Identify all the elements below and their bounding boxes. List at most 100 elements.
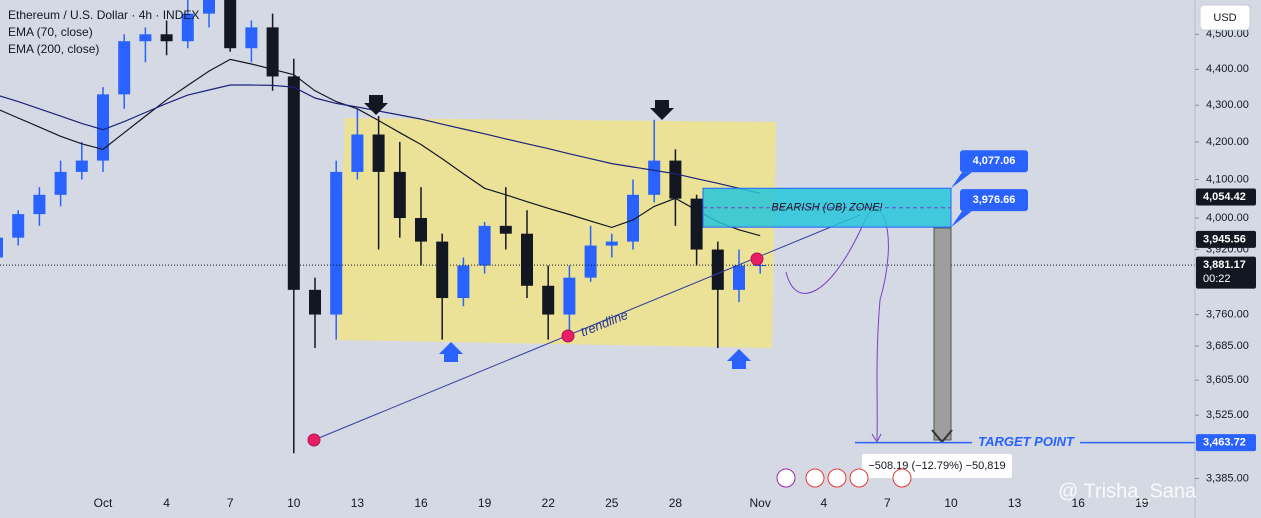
candle-body [203, 0, 215, 14]
price-tag [1196, 230, 1256, 248]
candle-body [54, 171, 67, 195]
candle-body [287, 76, 300, 290]
zone-callout-label: 3,976.66 [973, 194, 1016, 206]
ob-zone-label: BEARISH (OB) ZONE! [771, 202, 882, 214]
event-icon [849, 468, 869, 488]
candle-body [75, 160, 88, 172]
zone-callout-pointer [951, 211, 972, 228]
candle-body [754, 265, 767, 267]
candle-body [733, 265, 745, 290]
candle-body [605, 241, 618, 246]
currency-label[interactable]: USD [1213, 12, 1236, 24]
ema-line [0, 58, 761, 237]
event-icon [892, 468, 912, 488]
candle-body [563, 277, 576, 315]
candle-body [118, 41, 131, 95]
price-tag [1196, 434, 1256, 452]
candle-body [478, 225, 491, 266]
x-tick-label: 25 [605, 496, 619, 510]
target-label: TARGET POINT [978, 434, 1075, 449]
legend-entry: EMA (70, close) [8, 25, 93, 39]
chart-title: Ethereum / U.S. Dollar · 4h · INDEX [8, 8, 199, 22]
price-tag-label: 3,945.56 [1203, 233, 1246, 245]
event-icons [776, 468, 912, 488]
price-tag-label: 3,881.17 [1203, 259, 1246, 271]
candle-body [12, 214, 25, 238]
zone-callout [960, 189, 1028, 212]
candle-body [33, 194, 46, 215]
up-arrow [727, 349, 751, 369]
x-tick-label: 7 [227, 496, 234, 510]
x-tick-label: 7 [884, 496, 891, 510]
x-tick-label: 19 [1135, 496, 1149, 510]
candle-body [627, 194, 639, 242]
zone-callout [960, 150, 1028, 173]
y-tick-label: 3,385.00 [1206, 472, 1249, 484]
touch-point [561, 329, 575, 343]
zone-callout-pointer [951, 172, 972, 189]
y-tick-label: 3,685.00 [1206, 340, 1249, 352]
candle-body [457, 265, 470, 299]
drawings [337, 118, 776, 348]
y-tick-label: 4,100.00 [1206, 173, 1249, 185]
touch-point [307, 433, 321, 447]
down-arrow [650, 100, 674, 120]
candle-body [0, 237, 3, 258]
y-tick-label: 3,760.00 [1206, 308, 1249, 320]
y-tick-label: 4,400.00 [1206, 63, 1249, 75]
x-tick-label: 4 [163, 496, 170, 510]
overlays: −508.19 (−12.79%) −50,819 trendline BEAR… [307, 95, 1195, 488]
countdown: 00:22 [1203, 273, 1231, 285]
candle-body [139, 34, 152, 42]
candle-body [690, 198, 703, 250]
x-tick-label: 13 [351, 496, 365, 510]
event-icon [776, 468, 796, 488]
x-tick-label: 13 [1008, 496, 1022, 510]
candle-body [521, 233, 533, 286]
up-arrow [439, 342, 463, 362]
price-tag [1196, 256, 1256, 289]
event-icon [805, 468, 825, 488]
y-tick-label: 4,300.00 [1206, 99, 1249, 111]
measure-label: −508.19 (−12.79%) −50,819 [868, 460, 1005, 472]
x-tick-label: 16 [1072, 496, 1086, 510]
touch-point [750, 252, 764, 266]
x-tick-label: Oct [94, 496, 113, 510]
candle-body [97, 94, 109, 161]
watermark: @ Trisha_Sana [1058, 480, 1197, 502]
candle-body [584, 245, 597, 278]
measure-bar [933, 227, 952, 441]
currency-button[interactable] [1199, 4, 1251, 31]
candle-body [181, 13, 194, 42]
y-tick-label: 4,200.00 [1206, 136, 1249, 148]
down-arrow [364, 95, 388, 115]
candle-body [648, 160, 661, 195]
candle-body [542, 285, 555, 315]
candle-body [415, 218, 427, 242]
candle-body [436, 241, 449, 299]
zone-callout-label: 4,077.06 [973, 155, 1016, 167]
candle-body [499, 225, 512, 234]
trendline [313, 214, 861, 441]
price-tag [1196, 188, 1256, 206]
candle-body [351, 134, 364, 172]
x-tick-label: 28 [669, 496, 683, 510]
candle-body [266, 27, 279, 77]
candle-body [309, 289, 321, 315]
price-tag-label: 4,054.42 [1203, 191, 1246, 203]
candle-body [393, 171, 406, 219]
y-tick-label: 3,605.00 [1206, 374, 1249, 386]
x-tick-label: 4 [820, 496, 827, 510]
candle-body [372, 134, 385, 172]
candle-body [330, 171, 343, 315]
x-tick-label: 22 [542, 496, 556, 510]
axes: 4,500.00 4,400.00 4,300.00 4,200.00 4,100.00… [94, 0, 1256, 518]
x-tick-label: 19 [478, 496, 492, 510]
range-box [337, 118, 776, 348]
x-tick-label: Nov [750, 496, 771, 510]
y-tick-label: 4,500.00 [1206, 28, 1249, 40]
candle-body [245, 27, 258, 49]
candle-body [711, 249, 724, 290]
candle-body [224, 0, 237, 49]
